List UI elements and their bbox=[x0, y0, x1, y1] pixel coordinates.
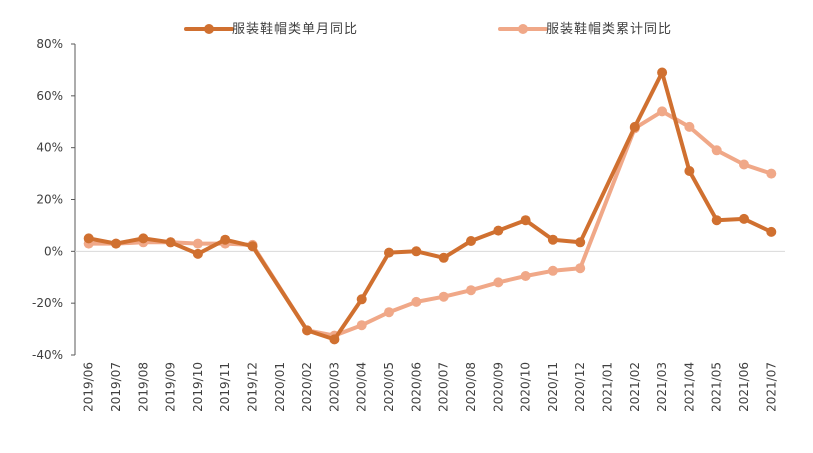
x-tick-label: 2019/08 bbox=[136, 362, 150, 412]
x-tick-label: 2019/12 bbox=[246, 362, 260, 412]
series-1-point bbox=[220, 234, 231, 245]
y-tick-label: 80% bbox=[36, 37, 63, 51]
series-2-point bbox=[520, 271, 531, 281]
series-2 bbox=[83, 106, 777, 341]
series-line-2 bbox=[86, 109, 774, 338]
series-1-point bbox=[657, 67, 668, 78]
series-1-point bbox=[493, 225, 504, 236]
x-tick-label: 2019/07 bbox=[109, 362, 123, 412]
x-tick-label: 2021/03 bbox=[655, 362, 669, 412]
series-1-point bbox=[411, 246, 422, 257]
series-2-point bbox=[657, 106, 668, 117]
x-tick-label: 2021/05 bbox=[710, 362, 724, 412]
series-1-point bbox=[329, 334, 340, 345]
x-tick-label: 2020/01 bbox=[273, 362, 287, 412]
x-tick-label: 2019/09 bbox=[164, 362, 178, 412]
series-1 bbox=[83, 67, 777, 345]
series-layer bbox=[83, 67, 777, 345]
series-1-point bbox=[165, 237, 176, 248]
series-2-point bbox=[575, 263, 586, 274]
legend: 服装鞋帽类单月同比 服装鞋帽类累计同比 bbox=[184, 21, 672, 37]
y-tick-label: -20% bbox=[32, 296, 63, 310]
legend-item-series-1: 服装鞋帽类单月同比 bbox=[184, 21, 358, 37]
series-2-point bbox=[493, 277, 504, 288]
x-tick-label: 2020/08 bbox=[464, 362, 478, 412]
legend-swatch-marker-2 bbox=[518, 24, 528, 34]
series-1-point bbox=[629, 121, 640, 132]
series-1-point bbox=[138, 233, 149, 244]
x-tick-label: 2020/12 bbox=[573, 362, 587, 412]
series-2-point bbox=[711, 145, 722, 156]
series-1-point bbox=[438, 252, 449, 263]
y-tick-label: -40% bbox=[32, 348, 63, 362]
series-2-point bbox=[411, 296, 422, 307]
legend-label-2: 服装鞋帽类累计同比 bbox=[546, 21, 672, 37]
series-2-point bbox=[739, 159, 749, 170]
series-2-point bbox=[356, 320, 367, 331]
series-2-point bbox=[547, 265, 558, 276]
series-2-point bbox=[466, 285, 476, 296]
x-tick-label: 2020/03 bbox=[327, 362, 341, 412]
series-2-point bbox=[192, 238, 203, 249]
x-tick-label: 2021/06 bbox=[737, 362, 751, 412]
series-1-point bbox=[711, 215, 722, 226]
series-1-point bbox=[739, 213, 749, 224]
series-1-point bbox=[83, 233, 94, 244]
x-tick-label: 2020/06 bbox=[409, 362, 423, 412]
series-2-point bbox=[384, 307, 394, 318]
y-tick-label: 20% bbox=[36, 193, 63, 207]
x-tick-label: 2021/07 bbox=[764, 362, 778, 412]
series-1-point bbox=[247, 241, 258, 252]
x-tick-label: 2021/02 bbox=[628, 362, 642, 412]
x-tick-label: 2020/02 bbox=[300, 362, 314, 412]
legend-swatch-marker-1 bbox=[204, 24, 214, 34]
series-2-point bbox=[684, 121, 695, 132]
series-1-point bbox=[575, 237, 586, 248]
series-1-point bbox=[684, 166, 695, 176]
x-tick-label: 2019/06 bbox=[82, 362, 96, 412]
x-tick-label: 2020/05 bbox=[382, 362, 396, 412]
series-1-point bbox=[192, 248, 203, 259]
x-tick-label: 2020/07 bbox=[437, 362, 451, 412]
x-axis: 2019/06 2019/07 2019/08 2019/09 2019/10 2019/… bbox=[82, 362, 779, 412]
legend-item-series-2: 服装鞋帽类累计同比 bbox=[498, 21, 672, 37]
series-1-point bbox=[766, 226, 777, 237]
series-1-point bbox=[302, 325, 313, 336]
series-2-point bbox=[438, 291, 449, 302]
x-tick-label: 2019/10 bbox=[191, 362, 205, 412]
series-1-point bbox=[356, 294, 367, 305]
x-tick-label: 2021/01 bbox=[601, 362, 615, 412]
x-tick-label: 2019/11 bbox=[218, 362, 232, 412]
series-2-point bbox=[766, 168, 777, 179]
series-1-point bbox=[384, 247, 394, 258]
series-1-point bbox=[547, 234, 558, 245]
x-tick-label: 2020/09 bbox=[491, 362, 505, 412]
series-1-point bbox=[466, 236, 476, 246]
x-tick-label: 2020/04 bbox=[355, 362, 369, 412]
x-tick-label: 2020/10 bbox=[519, 362, 533, 412]
y-tick-label: 0% bbox=[44, 244, 63, 258]
legend-label-1: 服装鞋帽类单月同比 bbox=[232, 21, 358, 37]
series-1-point bbox=[111, 238, 121, 249]
x-tick-label: 2020/11 bbox=[546, 362, 560, 412]
y-axis: 80% 60% 40% 20% 0% -20% -40% bbox=[32, 37, 785, 362]
x-tick-label: 2021/04 bbox=[682, 362, 696, 412]
y-tick-label: 40% bbox=[36, 141, 63, 155]
series-1-point bbox=[520, 215, 531, 226]
y-tick-label: 60% bbox=[36, 89, 63, 103]
